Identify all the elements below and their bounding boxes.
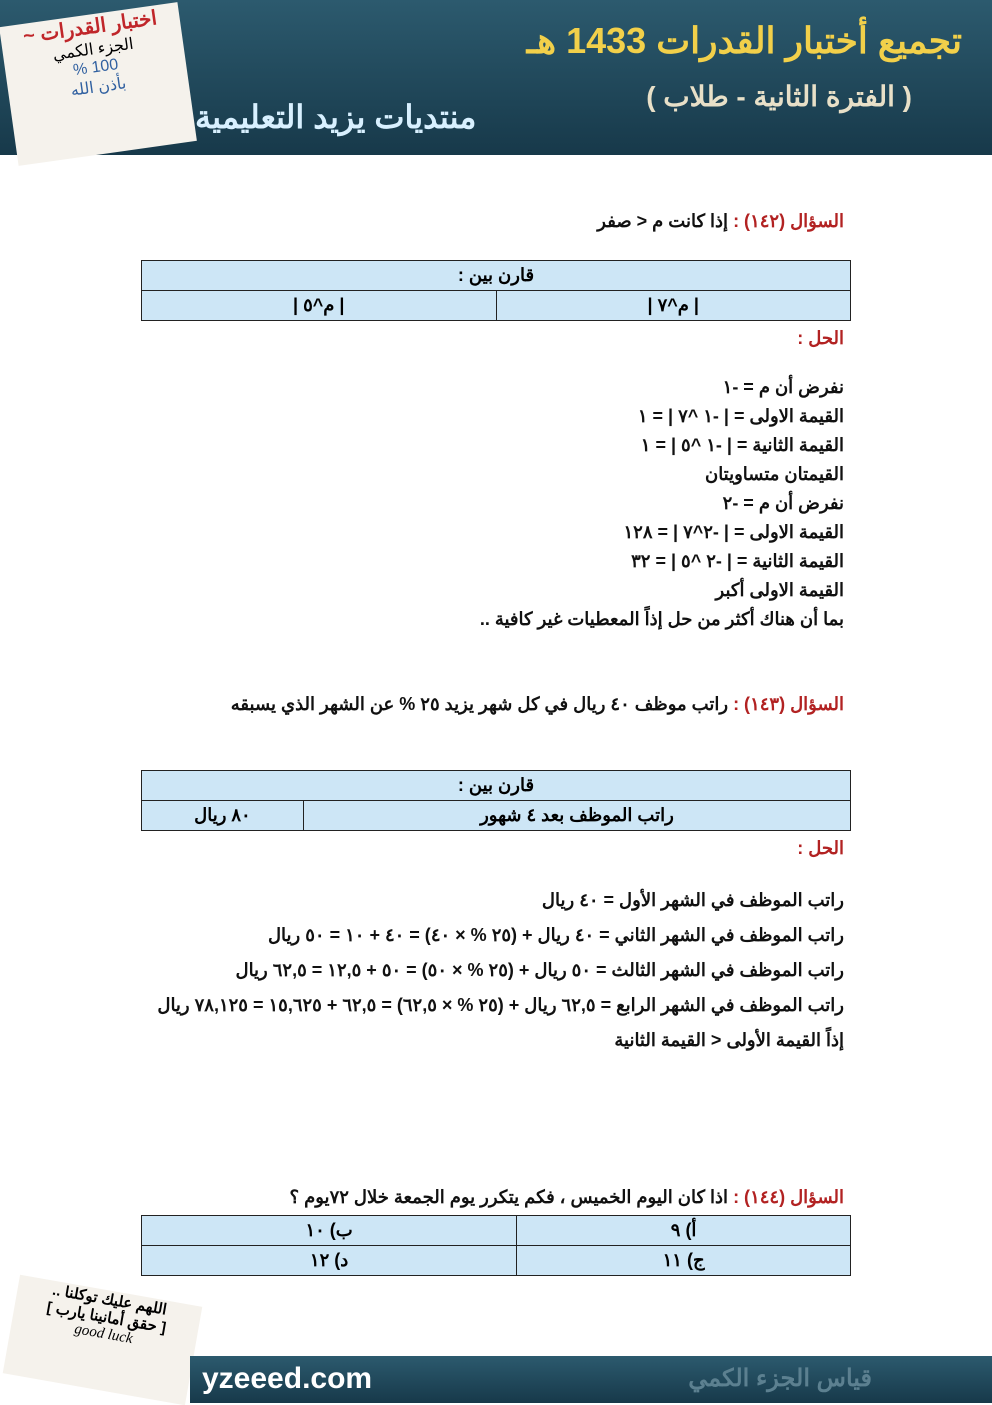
slogan: قياس الجزء الكمي [688,1365,872,1392]
solution: نفرض أن م = -١ القيمة الاولى = | -١ ^٧ | … [144,373,844,634]
table-cell: | م^٥ | [141,290,497,321]
solution-line: نفرض أن م = -٢ [722,493,844,513]
option: أ) ٩ [516,1215,851,1246]
question-text: اذا كان اليوم الخميس ، فكم يتكرر يوم الج… [289,1187,729,1207]
question-label: السؤال (١٤٤) : [733,1187,844,1207]
solution-line: القيمة الاولى = | -١ ^٧ | = ١ [637,406,844,426]
compare-table: قارن بين : | م^٧ | | م^٥ | [141,260,851,321]
question-text: إذا كانت م < صفر [597,211,729,231]
solution-label: الحل : [797,838,844,858]
question-143: السؤال (١٤٣) : راتب موظف ٤٠ ريال في كل ش… [144,686,844,722]
header-subtitle: ( الفترة الثانية - طلاب ) [646,81,912,112]
solution-line: إذاً القيمة الأولى < القيمة الثانية [614,1030,844,1050]
question-text: راتب موظف ٤٠ ريال في كل شهر يزيد ٢٥ % عن… [230,694,729,714]
solution-line: بما أن هناك أكثر من حل إذاً المعطيات غير… [479,609,844,629]
solution-line: القيمتان متساويتان [704,464,844,484]
solution-label: الحل : [797,328,844,348]
question-label: السؤال (١٤٣) : [733,694,844,714]
option: ج) ١١ [516,1245,851,1276]
solution-line: القيمة الثانية = | -٢ ^٥ | = ٣٢ [631,551,844,571]
solution-line: راتب الموظف في الشهر الثالث = ٥٠ ريال + … [235,960,844,980]
solution-line: نفرض أن م = -١ [722,377,844,397]
header-title: تجميع أختبار القدرات 1433 هـ [526,20,962,61]
footer-note: اللهم عليك توكلنا .. [ حقق أمانينا يارب … [2,1274,203,1405]
options-table: أ) ٩ ب) ١٠ ج) ١١ د) ١٢ [140,1215,851,1276]
table-cell: راتب الموظف بعد ٤ شهور [302,800,852,831]
footer-banner: yzeeed.com قياس الجزء الكمي [190,1356,992,1403]
header-banner: تجميع أختبار القدرات 1433 هـ ( الفترة ال… [0,0,992,166]
option: د) ١٢ [140,1245,518,1276]
table-cell: ٨٠ ريال [141,800,304,831]
table-header: قارن بين : [141,260,851,291]
table-cell: | م^٧ | [495,290,851,321]
question-144: السؤال (١٤٤) : اذا كان اليوم الخميس ، فك… [144,1187,844,1208]
forum-name: منتديات يزيد التعليمية [195,99,477,135]
question-label: السؤال (١٤٢) : [733,211,844,231]
solution-line: راتب الموظف في الشهر الثاني = ٤٠ ريال + … [267,925,844,945]
sticky-note: اختبار القدرات ~ الجزء الكمي 100 % بأذن … [0,2,197,166]
option: ب) ١٠ [140,1215,518,1246]
site: yzeeed.com [202,1362,373,1395]
table-header: قارن بين : [141,770,851,801]
compare-table: قارن بين : راتب الموظف بعد ٤ شهور ٨٠ ريال [141,770,852,831]
solution-line: القيمة الاولى أكبر [715,580,844,600]
question-142: السؤال (١٤٢) : إذا كانت م < صفر [144,211,844,232]
solution-line: القيمة الاولى = | -٢^٧ | = ١٢٨ [623,522,844,542]
solution-line: راتب الموظف في الشهر الرابع = ٦٢,٥ ريال … [157,995,844,1015]
solution-line: القيمة الثانية = | -١ ^٥ | = ١ [640,435,844,455]
solution-line: راتب الموظف في الشهر الأول = ٤٠ ريال [541,890,844,910]
solution: راتب الموظف في الشهر الأول = ٤٠ ريال راتب… [144,883,844,1058]
